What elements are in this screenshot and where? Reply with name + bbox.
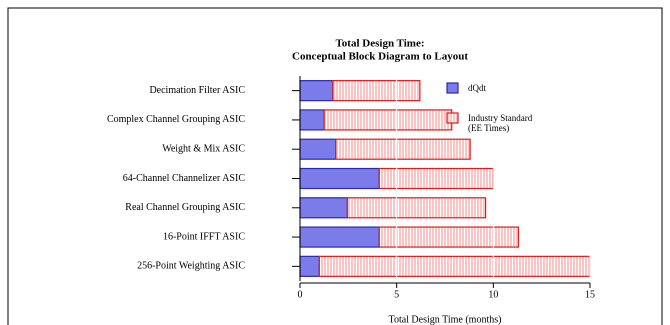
x-tick-label: 15: [585, 289, 595, 300]
y-tick-label: Decimation Filter ASIC: [149, 85, 245, 96]
legend-label: Industry Standard (EE Times): [468, 113, 533, 133]
y-tick-label: 64-Channel Channelizer ASIC: [123, 173, 246, 184]
bar-segment: [299, 109, 325, 131]
legend-swatch: [446, 112, 459, 124]
bar-segment: [332, 80, 421, 102]
x-tick-label: 0: [298, 289, 303, 300]
bar-segment: [299, 167, 380, 190]
y-tick-label: 16-Point IFFT ASIC: [163, 231, 245, 242]
frame: [7, 7, 663, 325]
bar-segment: [299, 255, 320, 277]
bar-segment: [299, 80, 334, 102]
bar-segment: [299, 226, 380, 248]
x-tick-label: 10: [488, 289, 498, 300]
y-tick-label: 256-Point Weighting ASIC: [137, 261, 245, 272]
chart-subtitle: Conceptual Block Diagram to Layout: [292, 51, 468, 63]
bar-segment: [378, 226, 520, 248]
bar-segment: [299, 197, 348, 219]
y-tick-label: Complex Channel Grouping ASIC: [107, 114, 245, 125]
legend-label: dQdt: [468, 83, 486, 93]
bar-segment: [318, 255, 591, 277]
chart-title: Total Design Time:: [335, 38, 424, 50]
bar-segment: [335, 138, 471, 160]
y-tick-label: Weight & Mix ASIC: [162, 144, 245, 155]
legend-swatch: [446, 82, 459, 94]
x-axis-label: Total Design Time (months): [389, 314, 502, 325]
bar-segment: [346, 197, 487, 219]
bar-segment: [299, 138, 337, 160]
x-tick-label: 5: [394, 289, 399, 300]
y-tick-label: Real Channel Grouping ASIC: [125, 202, 245, 213]
bar-segment: [323, 109, 453, 131]
